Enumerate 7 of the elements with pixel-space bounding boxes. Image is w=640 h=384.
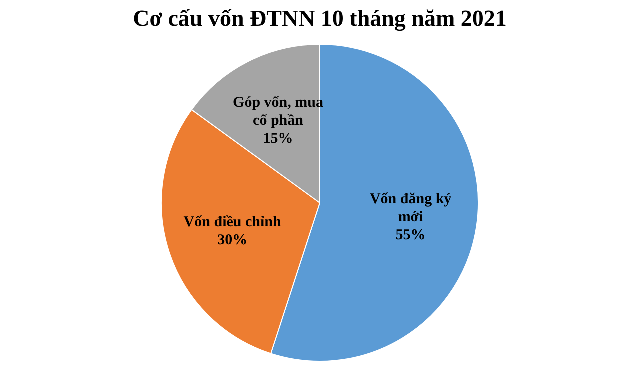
data-label: 15% bbox=[263, 130, 294, 147]
slice-label: Vốn điều chỉnh bbox=[184, 214, 282, 230]
data-label: 30% bbox=[218, 232, 248, 248]
data-label: 55% bbox=[396, 227, 426, 244]
slice-label: Vốn đăng ký mới bbox=[370, 191, 452, 226]
chart-title: Cơ cấu vốn ĐTNN 10 tháng năm 2021 bbox=[132, 6, 508, 32]
slice-label: Góp vốn, mua cổ phần bbox=[233, 94, 324, 129]
